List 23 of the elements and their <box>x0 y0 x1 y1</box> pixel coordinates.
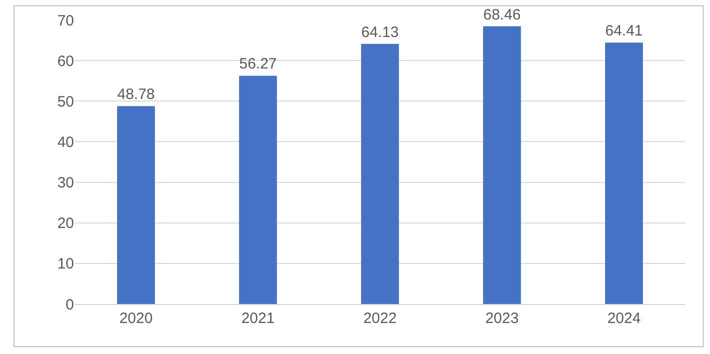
bar <box>239 76 277 304</box>
data-label: 64.13 <box>361 24 399 41</box>
x-tick-label: 2023 <box>485 310 519 327</box>
x-tick-label: 2021 <box>241 310 275 327</box>
y-tick-label: 70 <box>57 12 74 30</box>
y-tick-label: 30 <box>57 174 74 192</box>
data-label: 64.41 <box>605 22 643 40</box>
y-tick-label: 20 <box>57 215 74 232</box>
x-tick-label: 2024 <box>607 310 641 327</box>
bar <box>117 106 155 304</box>
x-tick-label: 2020 <box>119 310 153 327</box>
y-tick-label: 50 <box>57 93 74 110</box>
bar <box>483 26 521 304</box>
bar <box>361 44 399 304</box>
data-label: 56.27 <box>239 56 277 73</box>
y-tick-label: 60 <box>57 52 74 70</box>
y-tick-label: 40 <box>57 134 74 151</box>
data-label: 48.78 <box>117 86 155 104</box>
y-tick-label: 0 <box>66 296 74 314</box>
data-label: 68.46 <box>483 6 521 24</box>
bar <box>605 42 643 304</box>
y-tick-label: 10 <box>57 256 74 273</box>
x-tick-label: 2022 <box>363 310 397 327</box>
